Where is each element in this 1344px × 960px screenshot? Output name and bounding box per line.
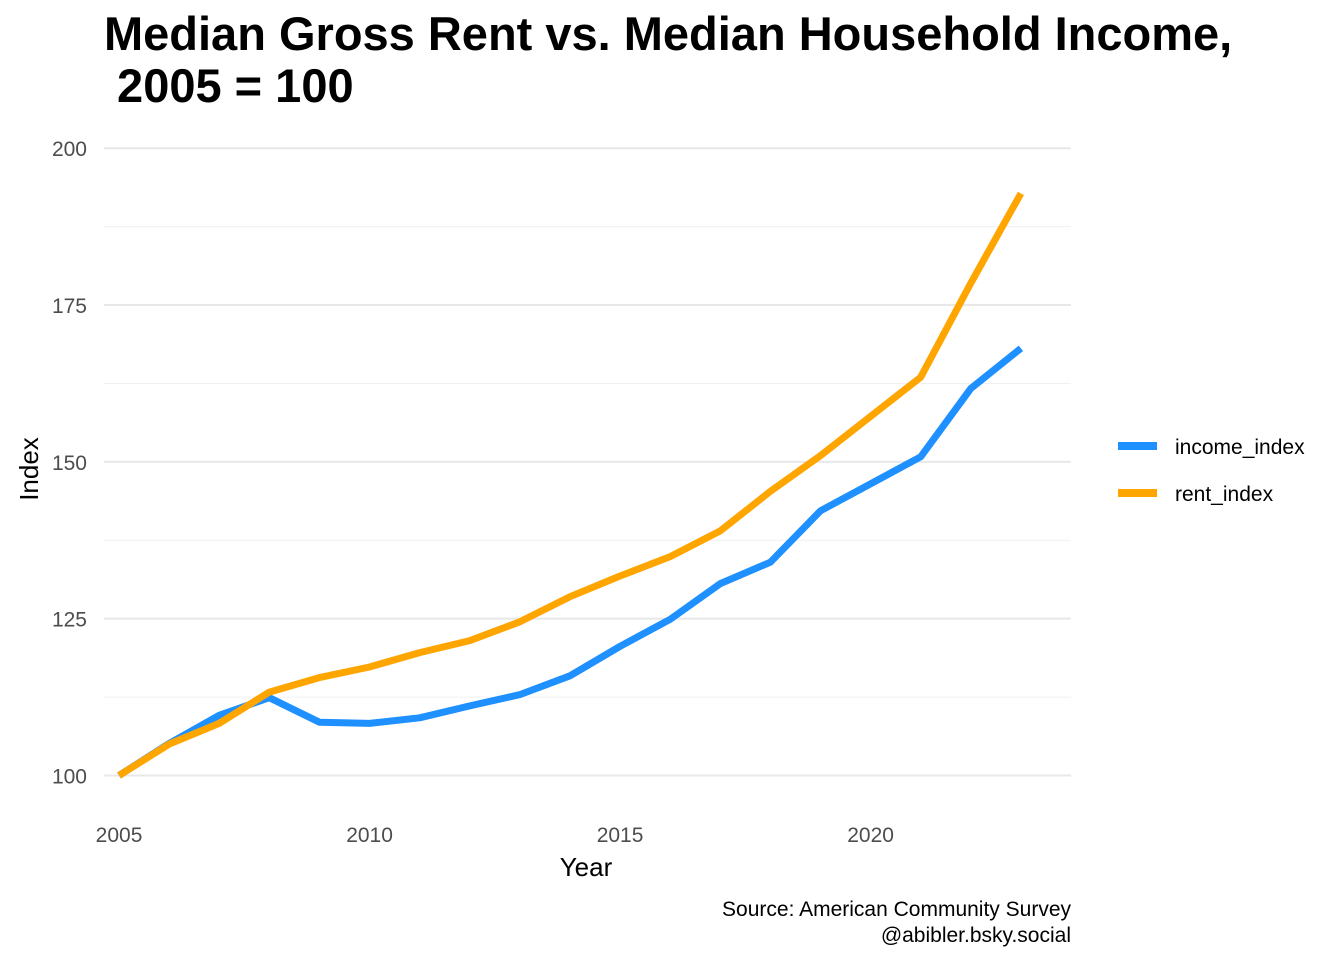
- caption-line: @abibler.bsky.social: [881, 924, 1071, 947]
- legend: income_index rent_index: [1118, 436, 1305, 506]
- legend-label-rent_index: rent_index: [1175, 483, 1274, 506]
- chart-title: Median Gross Rent vs. Median Household I…: [104, 7, 1233, 112]
- x-tick-label: 2020: [847, 824, 894, 847]
- caption-line: Source: American Community Survey: [722, 898, 1071, 921]
- x-tick-label: 2005: [96, 824, 143, 847]
- series-line-rent_index: [117, 191, 1024, 779]
- y-tick-label: 175: [52, 295, 87, 318]
- legend-label-income_index: income_index: [1175, 436, 1305, 459]
- series-line-income_index: [117, 345, 1024, 779]
- y-axis-title: Index: [14, 437, 44, 501]
- x-tick-label: 2010: [346, 824, 393, 847]
- caption: Source: American Community Survey @abible…: [722, 898, 1071, 947]
- y-tick-label: 100: [52, 766, 87, 789]
- series-lines: [117, 191, 1024, 779]
- x-tick-label: 2015: [597, 824, 644, 847]
- major-gridlines: [104, 147, 1071, 777]
- x-axis-title: Year: [560, 852, 613, 882]
- y-tick-label: 200: [52, 138, 87, 161]
- y-tick-label: 150: [52, 452, 87, 475]
- y-tick-label: 125: [52, 609, 87, 632]
- y-axis-ticks: 100 125 150 175 200: [52, 138, 87, 788]
- x-axis-ticks: 2005 2010 2015 2020: [96, 824, 894, 847]
